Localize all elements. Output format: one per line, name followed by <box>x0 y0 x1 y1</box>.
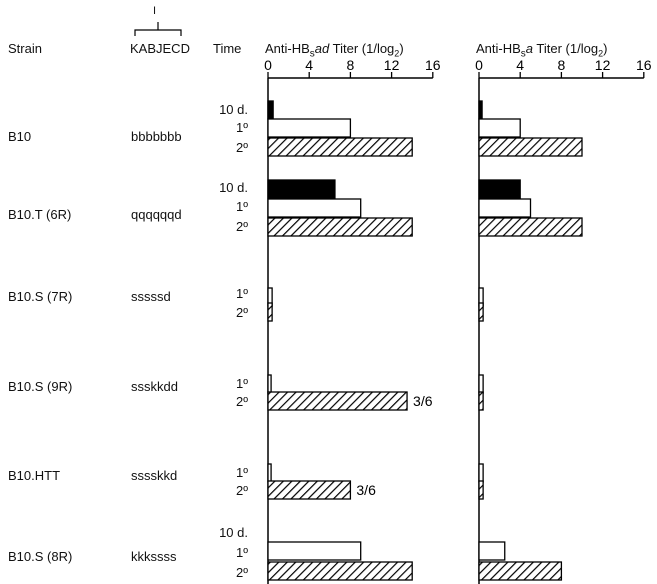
x-tick-label: 4 <box>305 57 313 73</box>
haplotype-b10s7r: sssssd <box>131 289 171 304</box>
bar-b10-s-8r--secondary <box>478 561 563 581</box>
bar-b10-s-8r--primary <box>267 541 362 561</box>
strain-label-b10: B10 <box>8 129 32 144</box>
panel1-title: Anti-HBsad Titer (1/log2) <box>265 41 404 60</box>
bar-annotation: 3/6 <box>356 482 376 498</box>
bar-b10-10d <box>478 100 483 120</box>
bar-b10-htt-primary <box>478 463 484 483</box>
haplotype-b10htt: sssskkd <box>131 468 178 483</box>
haplotype-bracket <box>134 29 182 36</box>
haplotype-b10s8r: kkkssss <box>131 549 177 564</box>
bar-b10-t-6r--10d <box>478 179 521 199</box>
bar-b10-t-6r--primary <box>267 198 362 218</box>
strain-label-b10t6r: B10.T (6R) <box>8 207 72 222</box>
haplotype-b10t6r: qqqqqqd <box>131 207 182 222</box>
x-tick-label: 8 <box>558 57 566 73</box>
time-label: 2º <box>236 219 248 234</box>
bar-b10-secondary <box>267 137 413 157</box>
strain-label-b10s7r: B10.S (7R) <box>8 289 73 304</box>
x-tick-label: 16 <box>425 57 441 73</box>
time-label: 1º <box>236 376 248 391</box>
time-label: 2º <box>236 483 248 498</box>
strain-label-b10s8r: B10.S (8R) <box>8 549 73 564</box>
bar-b10-s-9r--secondary <box>478 391 484 411</box>
bar-annotation: 3/6 <box>413 393 433 409</box>
bar-b10-s-8r--primary <box>478 541 506 561</box>
haplotype-bracket-label: I <box>153 5 157 17</box>
time-label: 2º <box>236 565 248 580</box>
time-label: 2º <box>236 394 248 409</box>
bar-b10-s-9r--primary <box>267 374 272 394</box>
bar-b10-secondary <box>478 137 583 157</box>
x-tick-label: 12 <box>384 57 400 73</box>
bar-b10-10d <box>267 100 274 120</box>
time-label: 1º <box>236 199 248 214</box>
time-label: 1º <box>236 120 248 135</box>
x-tick-label: 0 <box>264 57 272 73</box>
bar-b10-s-9r--primary <box>478 374 484 394</box>
bar-b10-t-6r--secondary <box>478 217 583 237</box>
bar-b10-s-8r--secondary <box>267 561 413 581</box>
bar-b10-s-7r--secondary <box>267 302 273 322</box>
bar-b10-htt-primary <box>267 463 272 483</box>
x-tick-label: 16 <box>636 57 652 73</box>
x-tick-label: 8 <box>347 57 355 73</box>
bar-b10-primary <box>478 118 521 138</box>
time-label: 2º <box>236 305 248 320</box>
bar-b10-t-6r--10d <box>267 179 336 199</box>
strain-header: Strain <box>8 41 42 56</box>
time-label: 10 d. <box>219 525 248 540</box>
strain-label-b10s9r: B10.S (9R) <box>8 379 73 394</box>
x-tick-label: 12 <box>595 57 611 73</box>
x-tick-label: 4 <box>516 57 524 73</box>
time-header: Time <box>213 41 242 56</box>
x-tick-label: 0 <box>475 57 483 73</box>
panel2-title: Anti-HBsa Titer (1/log2) <box>476 41 608 60</box>
haplotype-header: KABJECD <box>130 41 190 56</box>
bar-b10-t-6r--secondary <box>267 217 413 237</box>
bar-b10-primary <box>267 118 352 138</box>
bar-b10-s-7r--secondary <box>478 302 484 322</box>
time-label: 1º <box>236 465 248 480</box>
time-label: 10 d. <box>219 180 248 195</box>
strain-label-b10htt: B10.HTT <box>8 468 61 483</box>
haplotype-b10s9r: ssskkdd <box>131 379 178 394</box>
time-label: 1º <box>236 286 248 301</box>
time-label: 2º <box>236 140 248 155</box>
time-label: 10 d. <box>219 102 248 117</box>
bar-b10-s-9r--secondary <box>267 391 408 411</box>
haplotype-b10: bbbbbbb <box>131 129 182 144</box>
bar-b10-t-6r--primary <box>478 198 532 218</box>
time-label: 1º <box>236 545 248 560</box>
bar-b10-htt-secondary <box>267 480 352 500</box>
bar-b10-htt-secondary <box>478 480 484 500</box>
